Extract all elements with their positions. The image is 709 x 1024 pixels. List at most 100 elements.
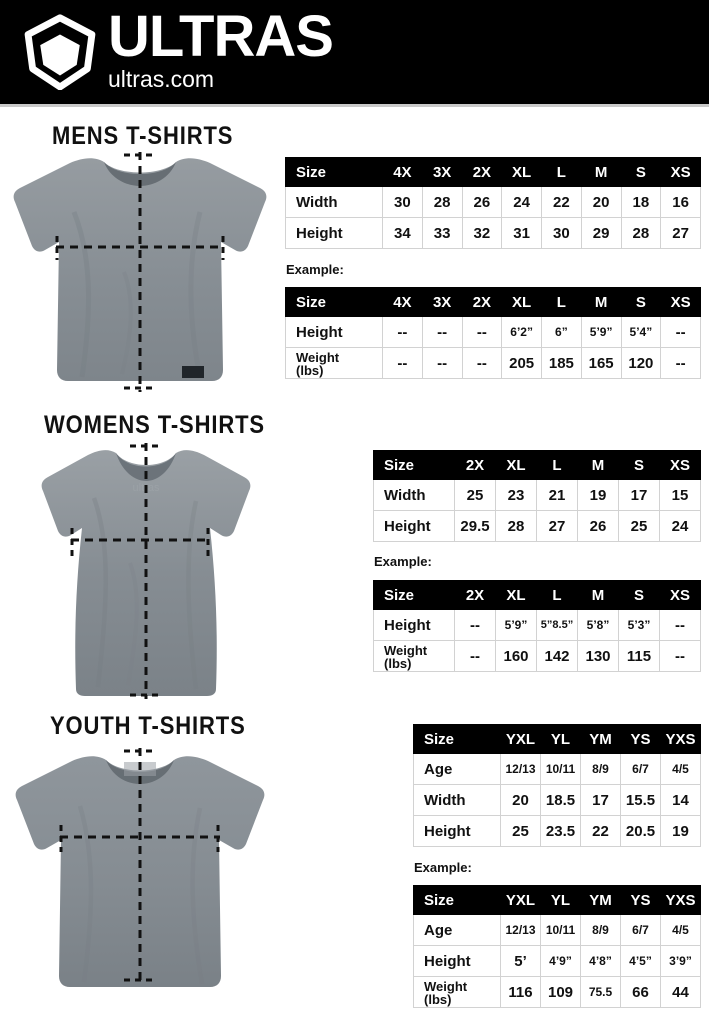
cell: 66 — [620, 976, 661, 1008]
col-size: Size — [413, 724, 501, 754]
section-title-youth: YOUTH T-SHIRTS — [50, 712, 246, 740]
cell: 32 — [461, 217, 503, 249]
cell: -- — [454, 609, 496, 641]
cell: 20.5 — [620, 815, 661, 847]
cell: 19 — [660, 815, 701, 847]
cell: 28 — [620, 217, 662, 249]
table-header-row: Size 2X XL L M S XS — [373, 450, 701, 480]
cell: 4’9” — [540, 945, 581, 977]
col-s: S — [618, 580, 660, 610]
row-label-height: Height — [413, 945, 501, 977]
cell: -- — [660, 316, 701, 348]
col-m: M — [577, 450, 619, 480]
youth-example-table: Size YXL YL YM YS YXS Age 12/13 10/11 8/… — [413, 885, 701, 1008]
table-header-row: Size 4X 3X 2X XL L M S XS — [285, 287, 701, 317]
col-4x: 4X — [382, 157, 423, 187]
brand-name: ULTRAS — [108, 4, 334, 69]
table-header-row: Size YXL YL YM YS YXS — [413, 885, 701, 915]
cell: 14 — [660, 784, 701, 816]
col-l: L — [536, 580, 578, 610]
col-m: M — [580, 287, 622, 317]
col-size: Size — [373, 450, 455, 480]
cell: 10/11 — [540, 753, 581, 785]
cell: -- — [421, 347, 463, 379]
cell: 24 — [659, 510, 701, 542]
youth-example-label: Example: — [414, 860, 472, 875]
cell: 20 — [500, 784, 541, 816]
cell: 30 — [382, 186, 423, 218]
row-label-width: Width — [285, 186, 383, 218]
mens-size-table: Size 4X 3X 2X XL L M S XS Width 30 28 26… — [285, 157, 701, 249]
col-size: Size — [373, 580, 455, 610]
row-label-age: Age — [413, 914, 501, 946]
cell: 160 — [495, 640, 537, 672]
section-title-womens: WOMENS T-SHIRTS — [44, 411, 265, 439]
col-xs: XS — [660, 287, 701, 317]
mens-tshirt-photo-icon — [4, 152, 276, 392]
cell: 29 — [580, 217, 622, 249]
row-label-weight-line1: Weight — [424, 978, 468, 994]
cell: 31 — [501, 217, 542, 249]
col-yxl: YXL — [500, 885, 541, 915]
row-label-weight: Weight (lbs) — [413, 976, 501, 1008]
col-3x: 3X — [421, 157, 463, 187]
cell: 21 — [536, 479, 578, 511]
col-2x: 2X — [461, 287, 503, 317]
cell: 44 — [660, 976, 701, 1008]
col-2x: 2X — [454, 580, 496, 610]
col-2x: 2X — [461, 157, 503, 187]
cell: 20 — [580, 186, 622, 218]
cell: 75.5 — [580, 976, 621, 1008]
womens-example-label: Example: — [374, 554, 432, 569]
cell: 205 — [501, 347, 542, 379]
cell: 26 — [577, 510, 619, 542]
col-size: Size — [285, 157, 383, 187]
cell: 23.5 — [540, 815, 581, 847]
cell: 28 — [495, 510, 537, 542]
cell: 185 — [541, 347, 582, 379]
table-row: Width 25 23 21 19 17 15 — [373, 479, 701, 511]
col-xl: XL — [501, 157, 542, 187]
col-m: M — [580, 157, 622, 187]
table-row: Weight (lbs) 116 109 75.5 66 44 — [413, 976, 701, 1008]
cell: 5”8.5” — [536, 609, 578, 641]
table-row: Weight (lbs) -- 160 142 130 115 -- — [373, 640, 701, 672]
table-row: Height 34 33 32 31 30 29 28 27 — [285, 217, 701, 249]
cell: 23 — [495, 479, 537, 511]
cell: 8/9 — [580, 753, 621, 785]
cell: 5’9” — [495, 609, 537, 641]
row-label-weight: Weight (lbs) — [285, 347, 383, 379]
cell: 4’8” — [580, 945, 621, 977]
col-ys: YS — [620, 885, 661, 915]
col-xl: XL — [495, 580, 537, 610]
cell: 30 — [541, 217, 582, 249]
cell: -- — [382, 316, 423, 348]
cell: -- — [659, 609, 701, 641]
table-header-row: Size YXL YL YM YS YXS — [413, 724, 701, 754]
col-2x: 2X — [454, 450, 496, 480]
cell: 26 — [461, 186, 503, 218]
col-ym: YM — [580, 724, 621, 754]
table-row: Height 25 23.5 22 20.5 19 — [413, 815, 701, 847]
cell: 12/13 — [500, 753, 541, 785]
cell: 109 — [540, 976, 581, 1008]
row-label-height: Height — [373, 609, 455, 641]
row-label-height: Height — [413, 815, 501, 847]
row-label-weight-line2: (lbs) — [384, 655, 412, 671]
brand-website: ultras.com — [108, 66, 215, 92]
col-xl: XL — [495, 450, 537, 480]
table-row: Height 29.5 28 27 26 25 24 — [373, 510, 701, 542]
row-label-weight-line1: Weight — [384, 642, 428, 658]
cell: 24 — [501, 186, 542, 218]
cell: -- — [461, 316, 503, 348]
cell: 19 — [577, 479, 619, 511]
cell: 165 — [580, 347, 622, 379]
cell: 29.5 — [454, 510, 496, 542]
col-size: Size — [285, 287, 383, 317]
table-row: Age 12/13 10/11 8/9 6/7 4/5 — [413, 914, 701, 946]
cell: 25 — [618, 510, 660, 542]
table-header-row: Size 4X 3X 2X XL L M S XS — [285, 157, 701, 187]
col-3x: 3X — [421, 287, 463, 317]
row-label-weight-line2: (lbs) — [424, 991, 452, 1007]
